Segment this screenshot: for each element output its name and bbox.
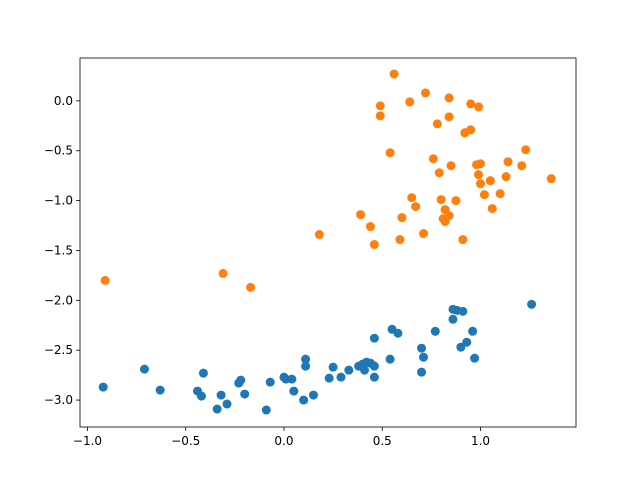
point — [212, 404, 222, 414]
x-tick-label: 1.0 — [471, 434, 490, 448]
point — [458, 235, 468, 245]
point — [365, 222, 375, 232]
point — [328, 362, 338, 372]
point — [479, 190, 489, 200]
point — [411, 202, 421, 212]
point — [196, 391, 206, 401]
point — [468, 326, 478, 336]
point — [495, 189, 505, 199]
point — [393, 328, 403, 338]
point — [236, 375, 246, 385]
point — [240, 389, 250, 399]
point — [369, 239, 379, 249]
x-tick-label: −1.0 — [73, 434, 102, 448]
point — [417, 343, 427, 353]
point — [487, 204, 497, 214]
point — [546, 174, 556, 184]
point — [289, 386, 299, 396]
point — [375, 111, 385, 121]
point — [198, 368, 208, 378]
point — [405, 97, 415, 107]
point — [139, 364, 149, 374]
point — [446, 161, 456, 171]
point — [428, 154, 438, 164]
point — [430, 326, 440, 336]
point — [385, 148, 395, 158]
point — [436, 195, 446, 205]
y-tick-label: −2.5 — [44, 343, 73, 357]
point — [456, 342, 466, 352]
point — [521, 145, 531, 155]
y-tick-label: −1.5 — [44, 243, 73, 257]
point — [407, 193, 417, 203]
point — [462, 337, 472, 347]
y-tick-label: −1.0 — [44, 194, 73, 208]
point — [344, 365, 354, 375]
point — [444, 112, 454, 122]
point — [265, 377, 275, 387]
point — [420, 88, 430, 98]
point — [434, 168, 444, 178]
y-tick-label: −0.5 — [44, 144, 73, 158]
x-tick-label: −0.5 — [171, 434, 200, 448]
point — [218, 268, 228, 278]
point — [369, 333, 379, 343]
point — [314, 230, 324, 240]
point — [503, 157, 513, 167]
point — [458, 306, 468, 316]
point — [155, 385, 165, 395]
point — [501, 172, 511, 182]
point — [222, 399, 232, 409]
point — [485, 176, 495, 186]
point — [369, 361, 379, 371]
point — [287, 374, 297, 384]
point — [385, 354, 395, 364]
point — [308, 390, 318, 400]
point — [470, 353, 480, 363]
point — [389, 69, 399, 79]
y-tick-label: −3.0 — [44, 393, 73, 407]
point — [397, 213, 407, 223]
point — [246, 282, 256, 292]
plot-frame — [79, 57, 577, 428]
y-tick-label: 0.0 — [54, 94, 73, 108]
x-tick-label: 0.5 — [373, 434, 392, 448]
point — [474, 102, 484, 112]
point — [474, 170, 484, 180]
point — [466, 125, 476, 135]
point — [369, 372, 379, 382]
y-tick-label: −2.0 — [44, 293, 73, 307]
point — [451, 196, 461, 206]
point — [100, 275, 110, 285]
point — [261, 405, 271, 415]
point — [527, 299, 537, 309]
point — [432, 119, 442, 129]
point — [301, 361, 311, 371]
point — [98, 382, 108, 392]
point — [299, 395, 309, 405]
point — [448, 314, 458, 324]
point — [475, 179, 485, 189]
x-tick-label: 0.0 — [274, 434, 293, 448]
point — [360, 365, 370, 375]
point — [417, 367, 427, 377]
point — [466, 99, 476, 109]
point — [444, 211, 454, 221]
point — [375, 101, 385, 111]
point — [475, 159, 485, 169]
point — [324, 373, 334, 383]
point — [336, 372, 346, 382]
point — [419, 229, 429, 239]
point — [356, 210, 366, 220]
point — [301, 354, 311, 364]
point — [395, 235, 405, 245]
point — [444, 93, 454, 103]
point — [517, 161, 527, 171]
point — [216, 390, 226, 400]
point — [419, 352, 429, 362]
